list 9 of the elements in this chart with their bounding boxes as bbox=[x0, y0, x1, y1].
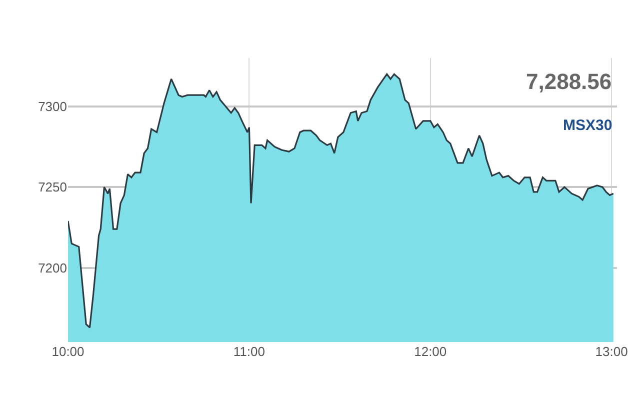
x-tick-label: 12:00 bbox=[414, 344, 447, 359]
y-tick-label: 7200 bbox=[38, 260, 67, 276]
x-tick-label: 11:00 bbox=[233, 344, 265, 359]
x-tick-label: 13:00 bbox=[595, 344, 628, 359]
y-tick-label: 7300 bbox=[38, 98, 67, 114]
annotation: MSX30 bbox=[563, 117, 612, 134]
y-tick-label: 7250 bbox=[38, 180, 67, 195]
annotation: 7,288.56 bbox=[526, 69, 612, 94]
x-tick-label: 10:00 bbox=[52, 344, 84, 359]
